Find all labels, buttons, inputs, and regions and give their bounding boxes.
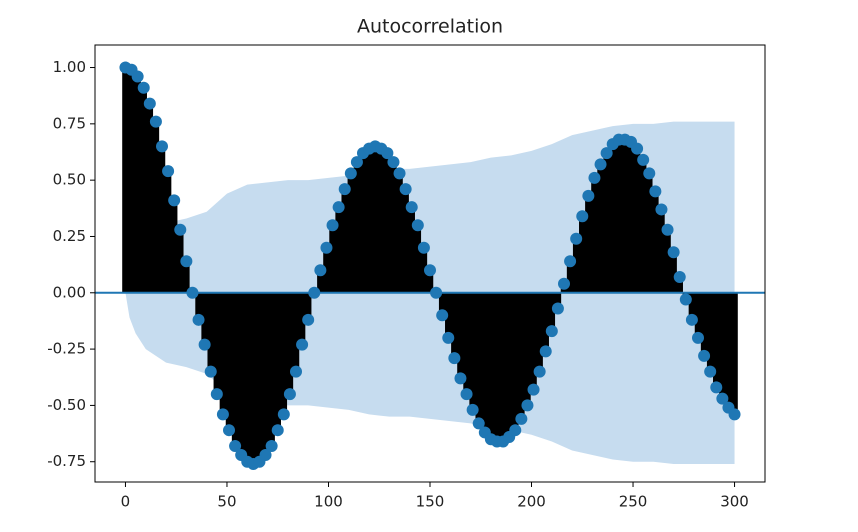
acf-marker [643, 167, 656, 180]
acf-marker [728, 408, 741, 421]
acf-marker [545, 325, 558, 338]
acf-marker [460, 388, 473, 401]
acf-marker [588, 171, 601, 184]
acf-marker [576, 210, 589, 223]
acf-marker [198, 338, 211, 351]
acf-marker [411, 219, 424, 232]
y-tick-label: -0.25 [47, 340, 86, 358]
acf-marker [387, 156, 400, 169]
acf-marker [168, 194, 181, 207]
acf-marker [290, 365, 302, 378]
acf-marker [539, 345, 552, 358]
acf-marker [417, 241, 430, 254]
y-tick-label: 0.00 [53, 283, 86, 301]
y-tick-label: -0.50 [47, 396, 86, 414]
acf-marker [637, 153, 650, 166]
acf-marker [679, 293, 692, 306]
y-tick-label: -0.75 [47, 452, 86, 470]
acf-marker [210, 388, 223, 401]
acf-marker [698, 349, 711, 362]
acf-marker [661, 223, 674, 236]
acf-marker [673, 271, 686, 284]
acf-marker [685, 313, 698, 326]
acf-marker [667, 246, 680, 259]
acf-marker [350, 156, 363, 169]
acf-marker [430, 286, 443, 299]
y-tick-label: 0.25 [53, 227, 86, 245]
acf-marker [594, 158, 607, 171]
acf-marker [320, 241, 333, 254]
acf-marker [515, 412, 528, 425]
acf-marker [710, 381, 723, 394]
acf-marker [204, 365, 217, 378]
acf-marker [216, 408, 229, 421]
acf-marker [338, 183, 351, 196]
acf-marker [692, 331, 704, 344]
x-tick-label: 50 [217, 493, 236, 511]
acf-marker [174, 223, 187, 236]
acf-marker [551, 302, 564, 315]
acf-marker [466, 403, 479, 416]
acf-marker [600, 147, 613, 160]
acf-marker [229, 439, 242, 452]
acf-marker [332, 201, 345, 214]
acf-marker [192, 313, 205, 326]
acf-marker [448, 352, 461, 365]
acf-marker [137, 81, 150, 94]
acf-marker [582, 189, 595, 202]
acf-marker [302, 313, 315, 326]
acf-marker [265, 439, 278, 452]
acf-marker [156, 140, 168, 153]
acf-marker [527, 383, 540, 396]
acf-marker [180, 255, 193, 268]
acf-marker [405, 201, 418, 214]
acf-marker [393, 167, 406, 180]
acf-marker [472, 417, 485, 430]
y-tick-label: 1.00 [53, 58, 86, 76]
acf-marker [533, 365, 546, 378]
acf-marker [308, 286, 321, 299]
acf-marker [149, 115, 162, 128]
acf-marker [186, 286, 199, 299]
acf-marker [442, 331, 455, 344]
chart-title: Autocorrelation [357, 16, 503, 38]
y-tick-label: 0.75 [53, 114, 86, 132]
acf-marker [277, 408, 290, 421]
acf-marker [326, 219, 339, 232]
x-tick-label: 150 [416, 493, 445, 511]
acf-marker [716, 392, 729, 405]
y-tick-label: 0.50 [53, 171, 86, 189]
x-tick-label: 200 [517, 493, 546, 511]
acf-marker [271, 424, 284, 437]
x-tick-label: 0 [121, 493, 131, 511]
acf-marker [314, 264, 327, 277]
acf-marker [259, 448, 272, 461]
acf-marker [296, 338, 309, 351]
acf-marker [344, 167, 357, 180]
acf-marker [283, 388, 296, 401]
acf-marker [704, 365, 717, 378]
acf-marker [521, 399, 534, 412]
acf-marker [570, 232, 583, 245]
acf-marker [564, 255, 577, 268]
acf-marker [381, 147, 394, 160]
acf-marker [655, 203, 668, 216]
acf-marker [649, 185, 662, 198]
x-tick-label: 250 [619, 493, 648, 511]
acf-marker [399, 183, 412, 196]
x-tick-label: 300 [720, 493, 749, 511]
acf-marker [436, 309, 449, 322]
acf-marker [223, 424, 235, 437]
acf-marker [143, 97, 156, 110]
acf-marker [162, 165, 175, 178]
acf-marker [454, 372, 467, 385]
acf-marker [558, 277, 570, 290]
acf-marker [424, 264, 436, 277]
acf-marker [131, 70, 144, 83]
x-tick-label: 100 [314, 493, 343, 511]
acf-marker [509, 424, 522, 437]
acf-marker [631, 142, 644, 155]
